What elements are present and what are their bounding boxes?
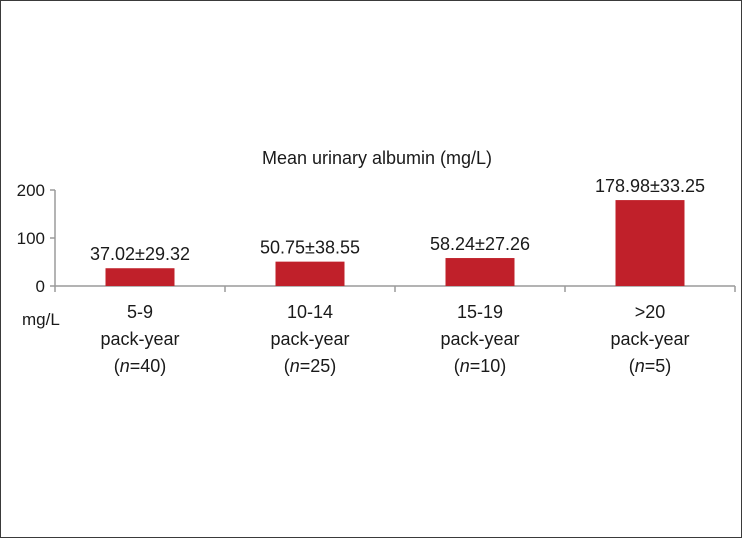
y-tick-label: 100 — [17, 229, 45, 248]
bar — [105, 268, 175, 286]
y-tick-label: 0 — [36, 277, 45, 296]
data-label: 37.02±29.32 — [90, 244, 190, 264]
bar — [615, 200, 685, 286]
x-tick-label-n: (n=40) — [114, 356, 167, 376]
data-label: 58.24±27.26 — [430, 234, 530, 254]
y-tick-label: 200 — [17, 181, 45, 200]
x-tick-label-n: (n=10) — [454, 356, 507, 376]
bar — [445, 258, 515, 286]
x-tick-label-n: (n=5) — [629, 356, 672, 376]
chart-title: Mean urinary albumin (mg/L) — [262, 148, 492, 168]
bar — [275, 261, 345, 286]
x-tick-label: 15-19 — [457, 302, 503, 322]
x-tick-label-unit: pack-year — [270, 329, 349, 349]
x-tick-label-unit: pack-year — [610, 329, 689, 349]
unit-label: mg/L — [22, 310, 60, 329]
x-tick-label-unit: pack-year — [100, 329, 179, 349]
x-tick-label: >20 — [635, 302, 666, 322]
data-label: 50.75±38.55 — [260, 238, 360, 258]
x-tick-label: 10-14 — [287, 302, 333, 322]
data-label: 178.98±33.25 — [595, 176, 705, 196]
x-tick-label-n: (n=25) — [284, 356, 337, 376]
x-tick-label: 5-9 — [127, 302, 153, 322]
x-tick-label-unit: pack-year — [440, 329, 519, 349]
